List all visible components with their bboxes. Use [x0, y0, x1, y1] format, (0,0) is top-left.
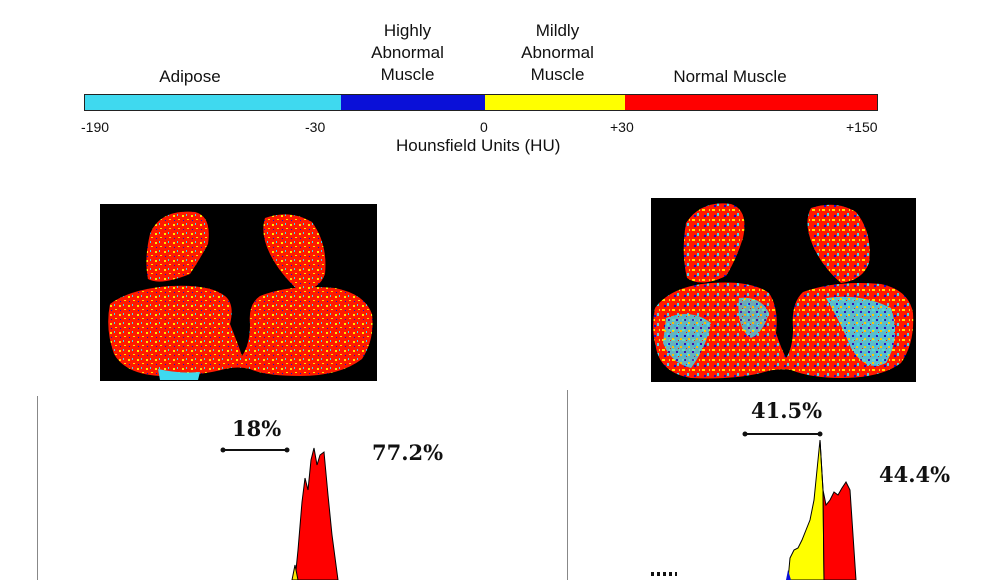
right-bracket-percent-label: 41.5% — [751, 398, 823, 423]
right-histogram-axis-line — [567, 390, 568, 580]
legend-label-highly-abnormal-muscle: Highly Abnormal Muscle — [371, 21, 444, 84]
scale-segment-highly-abnormal — [341, 95, 485, 110]
left-normal-percent-label: 77.2% — [372, 440, 444, 465]
axis-title: Hounsfield Units (HU) — [396, 136, 561, 155]
scale-segment-mildly-abnormal — [485, 95, 625, 110]
right-histogram — [786, 439, 857, 580]
ct-scan-left — [100, 204, 377, 381]
right-histogram-edge-tick — [651, 572, 677, 576]
ct-scan-right — [651, 198, 916, 382]
tick-label-minus-190: -190 — [81, 119, 110, 135]
legend-label-mildly-abnormal-muscle: Mildly Abnormal Muscle — [521, 21, 594, 84]
left-bracket — [220, 447, 290, 453]
tick-label-plus-150: +150 — [846, 119, 878, 135]
legend-label-adipose: Adipose — [159, 67, 221, 86]
ct-scan-right-image — [653, 203, 914, 379]
tick-label-minus-30: -30 — [305, 119, 326, 135]
ct-scan-left-image — [108, 211, 373, 380]
left-bracket-percent-label: 18% — [232, 416, 282, 441]
legend-label-normal-muscle: Normal Muscle — [673, 67, 787, 86]
tick-label-plus-30: +30 — [610, 119, 634, 135]
tick-label-0: 0 — [480, 119, 488, 135]
left-histogram — [291, 447, 339, 580]
hu-color-scale-bar — [84, 94, 878, 111]
right-normal-percent-label: 44.4% — [879, 462, 951, 487]
left-histogram-axis-line — [37, 396, 38, 580]
scale-segment-adipose — [85, 95, 341, 110]
scale-segment-normal — [625, 95, 877, 110]
right-bracket — [742, 431, 823, 437]
